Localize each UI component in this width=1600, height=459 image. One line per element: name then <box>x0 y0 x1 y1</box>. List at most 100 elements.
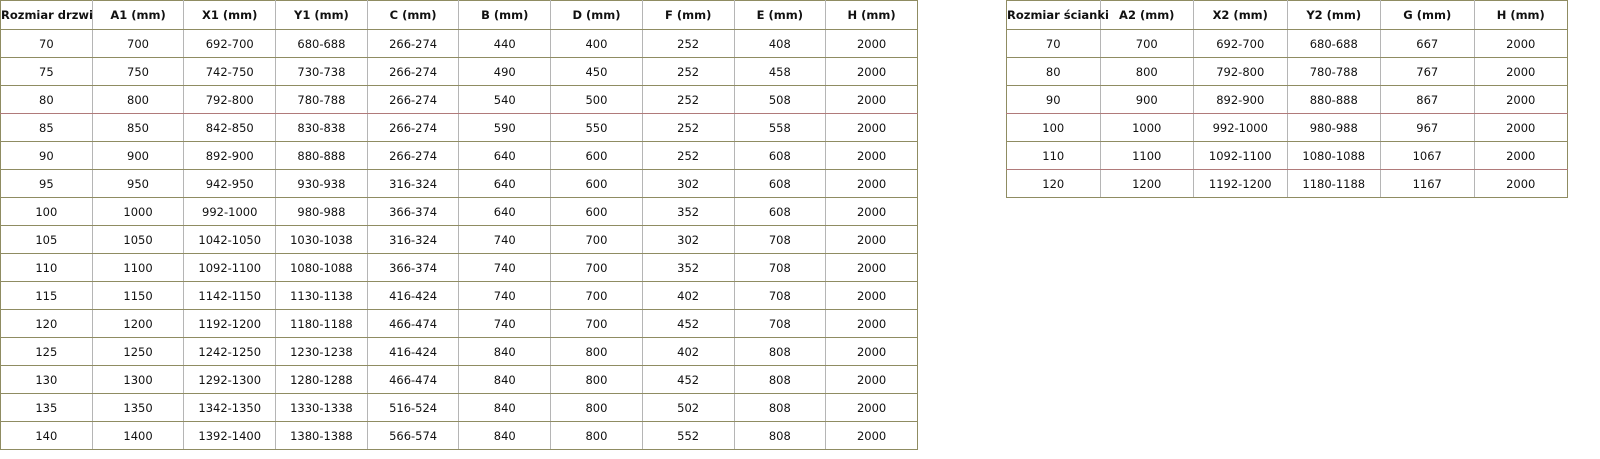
table-cell: 1192-1200 <box>1193 169 1288 198</box>
table-cell: 352 <box>641 253 735 282</box>
table-cell: 992-1000 <box>183 197 277 226</box>
table-cell: 880-888 <box>275 141 368 170</box>
column-header: D (mm) <box>550 0 643 30</box>
table-cell: 1292-1300 <box>183 365 277 394</box>
table-cell: 708 <box>733 309 827 338</box>
table-cell: 105 <box>0 225 93 254</box>
table-cell: 1300 <box>91 365 185 394</box>
table-cell: 600 <box>550 169 643 198</box>
table-cell: 830-838 <box>275 113 368 142</box>
table-cell: 266-274 <box>366 29 460 58</box>
table-cell: 110 <box>0 253 93 282</box>
table-cell: 1092-1100 <box>1193 141 1288 170</box>
table-cell: 2000 <box>825 169 918 198</box>
table-cell: 640 <box>458 169 552 198</box>
table-cell: 1000 <box>1099 113 1194 142</box>
table-cell: 600 <box>550 141 643 170</box>
table-row: 100 1000 992-1000 980-988 366-374 640 600 352 60… <box>0 197 918 226</box>
table-cell: 452 <box>641 309 735 338</box>
column-header: Rozmiar drzwi <box>0 0 93 30</box>
table-cell: 2000 <box>1473 113 1568 142</box>
table-cell: 700 <box>91 29 185 58</box>
table-cell: 100 <box>0 197 93 226</box>
table-cell: 400 <box>550 29 643 58</box>
table-row: 95 950 942-950 930-938 316-324 640 600 302 608 20… <box>0 169 918 198</box>
table-cell: 1100 <box>1099 141 1194 170</box>
table-cell: 1392-1400 <box>183 421 277 450</box>
table-cell: 680-688 <box>1286 29 1381 58</box>
table-cell: 892-900 <box>1193 85 1288 114</box>
table-cell: 742-750 <box>183 57 277 86</box>
table-cell: 708 <box>733 225 827 254</box>
table-cell: 1092-1100 <box>183 253 277 282</box>
table-cell: 1200 <box>91 309 185 338</box>
table-cell: 700 <box>550 225 643 254</box>
table-cell: 800 <box>550 421 643 450</box>
table-cell: 135 <box>0 393 93 422</box>
column-header: X1 (mm) <box>183 0 277 30</box>
column-header: H (mm) <box>825 0 918 30</box>
table-cell: 842-850 <box>183 113 277 142</box>
table-cell: 1230-1238 <box>275 337 368 366</box>
table-cell: 708 <box>733 281 827 310</box>
table-cell: 490 <box>458 57 552 86</box>
table-cell: 1167 <box>1380 169 1475 198</box>
table-row: 85 850 842-850 830-838 266-274 590 550 252 558 20… <box>0 113 918 142</box>
table-cell: 1142-1150 <box>183 281 277 310</box>
table-cell: 70 <box>1006 29 1101 58</box>
table-row: 115 1150 1142-1150 1130-1138 416-424 740 700 40… <box>0 281 918 310</box>
table-cell: 110 <box>1006 141 1101 170</box>
header-row: Rozmiar ścianki A2 (mm) X2 (mm) Y2 (mm) G (m… <box>1006 0 1568 30</box>
table-cell: 850 <box>91 113 185 142</box>
table-cell: 740 <box>458 281 552 310</box>
table-cell: 840 <box>458 421 552 450</box>
table-cell: 800 <box>550 365 643 394</box>
table-row: 70 700 692-700 680-688 667 2000 <box>1006 29 1568 58</box>
table-cell: 2000 <box>1473 57 1568 86</box>
table-cell: 2000 <box>825 309 918 338</box>
table-cell: 792-800 <box>183 85 277 114</box>
column-header: B (mm) <box>458 0 552 30</box>
table-cell: 2000 <box>1473 141 1568 170</box>
table-cell: 252 <box>641 57 735 86</box>
column-header: E (mm) <box>733 0 827 30</box>
table-cell: 2000 <box>825 421 918 450</box>
table-cell: 992-1000 <box>1193 113 1288 142</box>
table-cell: 2000 <box>825 141 918 170</box>
table-cell: 408 <box>733 29 827 58</box>
wall-size-table: Rozmiar ścianki A2 (mm) X2 (mm) Y2 (mm) G (m… <box>1006 0 1568 198</box>
table-cell: 1380-1388 <box>275 421 368 450</box>
table-row: 120 1200 1192-1200 1180-1188 466-474 740 700 45… <box>0 309 918 338</box>
table-cell: 2000 <box>825 337 918 366</box>
table-cell: 2000 <box>825 393 918 422</box>
table-row: 80 800 792-800 780-788 266-274 540 500 252 508 20… <box>0 85 918 114</box>
table-row: 90 900 892-900 880-888 867 2000 <box>1006 85 1568 114</box>
table-row: 70 700 692-700 680-688 266-274 440 400 252 408 20… <box>0 29 918 58</box>
table-cell: 466-474 <box>366 365 460 394</box>
table-cell: 516-524 <box>366 393 460 422</box>
table-cell: 366-374 <box>366 197 460 226</box>
table-cell: 808 <box>733 337 827 366</box>
table-cell: 566-574 <box>366 421 460 450</box>
column-header: G (mm) <box>1380 0 1475 30</box>
table-row: 110 1100 1092-1100 1080-1088 1067 2000 <box>1006 141 1568 170</box>
table-cell: 1330-1338 <box>275 393 368 422</box>
table-cell: 550 <box>550 113 643 142</box>
table-cell: 1080-1088 <box>275 253 368 282</box>
table-cell: 1400 <box>91 421 185 450</box>
table-cell: 1180-1188 <box>1286 169 1381 198</box>
table-cell: 316-324 <box>366 169 460 198</box>
table-cell: 302 <box>641 225 735 254</box>
table-cell: 1080-1088 <box>1286 141 1381 170</box>
table-cell: 1180-1188 <box>275 309 368 338</box>
header-row: Rozmiar drzwi A1 (mm) X1 (mm) Y1 (mm) C (mm)… <box>0 0 918 30</box>
table-cell: 1042-1050 <box>183 225 277 254</box>
table-cell: 708 <box>733 253 827 282</box>
table-cell: 266-274 <box>366 57 460 86</box>
table-row: 80 800 792-800 780-788 767 2000 <box>1006 57 1568 86</box>
table-cell: 608 <box>733 169 827 198</box>
column-header: C (mm) <box>366 0 460 30</box>
table-cell: 700 <box>550 309 643 338</box>
table-cell: 1050 <box>91 225 185 254</box>
table-cell: 730-738 <box>275 57 368 86</box>
